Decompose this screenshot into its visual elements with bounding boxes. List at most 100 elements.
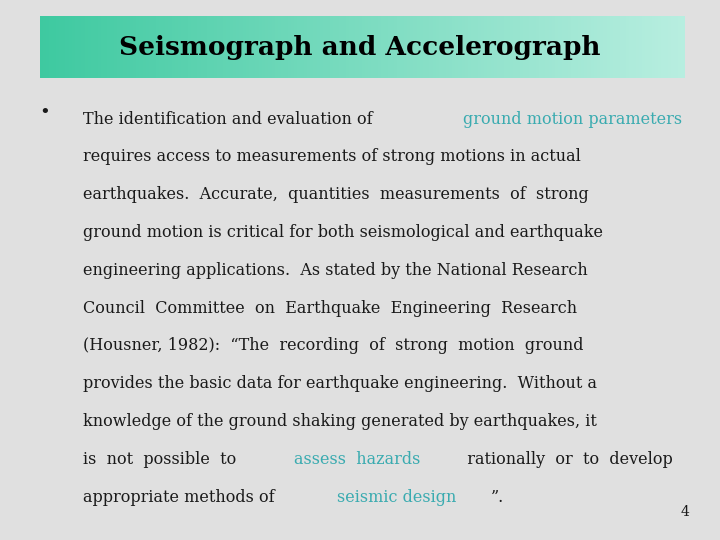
Bar xyxy=(262,16,266,78)
Bar xyxy=(665,16,669,78)
Bar xyxy=(62,16,66,78)
Bar xyxy=(368,16,372,78)
Bar xyxy=(98,16,102,78)
Bar xyxy=(449,16,453,78)
Bar xyxy=(507,16,510,78)
Bar xyxy=(623,16,626,78)
Bar xyxy=(503,16,508,78)
Bar xyxy=(564,16,569,78)
Bar xyxy=(668,16,672,78)
Bar xyxy=(497,16,501,78)
Bar xyxy=(136,16,140,78)
Text: requires access to measurements of strong motions in actual: requires access to measurements of stron… xyxy=(83,148,580,165)
Bar xyxy=(197,16,202,78)
Bar xyxy=(171,16,176,78)
Text: •: • xyxy=(40,104,50,122)
Bar xyxy=(233,16,237,78)
Bar xyxy=(236,16,240,78)
Bar xyxy=(320,16,324,78)
Bar xyxy=(127,16,130,78)
Bar xyxy=(603,16,608,78)
Bar xyxy=(500,16,504,78)
Bar xyxy=(520,16,523,78)
Bar xyxy=(310,16,314,78)
Text: earthquakes.  Accurate,  quantities  measurements  of  strong: earthquakes. Accurate, quantities measur… xyxy=(83,186,588,203)
Bar xyxy=(384,16,388,78)
Bar xyxy=(317,16,320,78)
Text: Seismograph and Accelerograph: Seismograph and Accelerograph xyxy=(120,35,600,60)
Bar xyxy=(597,16,601,78)
Bar xyxy=(662,16,665,78)
Bar xyxy=(123,16,127,78)
Text: is  not  possible  to: is not possible to xyxy=(83,451,246,468)
Bar xyxy=(81,16,86,78)
Bar xyxy=(85,16,89,78)
Bar xyxy=(352,16,356,78)
Bar xyxy=(217,16,221,78)
Bar xyxy=(117,16,121,78)
Bar xyxy=(66,16,69,78)
Bar xyxy=(55,16,60,78)
Bar xyxy=(175,16,179,78)
Bar xyxy=(652,16,656,78)
Bar xyxy=(349,16,353,78)
Bar xyxy=(600,16,604,78)
Bar xyxy=(494,16,498,78)
Bar xyxy=(433,16,436,78)
Bar xyxy=(429,16,433,78)
Text: rationally  or  to  develop: rationally or to develop xyxy=(456,451,672,468)
Bar xyxy=(649,16,652,78)
Bar xyxy=(188,16,192,78)
Bar xyxy=(426,16,430,78)
Bar xyxy=(101,16,105,78)
Bar xyxy=(284,16,289,78)
Bar xyxy=(265,16,269,78)
Bar xyxy=(410,16,414,78)
Bar xyxy=(120,16,124,78)
Bar xyxy=(181,16,185,78)
Bar xyxy=(168,16,172,78)
Bar xyxy=(356,16,359,78)
Bar xyxy=(214,16,217,78)
Bar xyxy=(365,16,369,78)
Bar xyxy=(53,16,56,78)
Bar xyxy=(204,16,208,78)
Bar xyxy=(156,16,160,78)
Bar xyxy=(397,16,401,78)
Bar xyxy=(239,16,243,78)
Bar xyxy=(374,16,379,78)
Bar xyxy=(91,16,95,78)
Bar xyxy=(146,16,150,78)
Bar xyxy=(636,16,639,78)
Bar xyxy=(546,16,549,78)
Bar xyxy=(278,16,282,78)
Bar xyxy=(140,16,143,78)
Bar xyxy=(629,16,633,78)
Text: (Housner, 1982):  “The  recording  of  strong  motion  ground: (Housner, 1982): “The recording of stron… xyxy=(83,338,583,354)
Bar xyxy=(227,16,230,78)
Bar xyxy=(632,16,636,78)
Bar xyxy=(465,16,469,78)
Bar xyxy=(372,16,375,78)
Bar xyxy=(326,16,330,78)
Text: engineering applications.  As stated by the National Research: engineering applications. As stated by t… xyxy=(83,262,588,279)
Bar xyxy=(491,16,495,78)
Bar xyxy=(639,16,643,78)
Bar xyxy=(130,16,134,78)
Bar xyxy=(645,16,649,78)
Bar xyxy=(439,16,443,78)
Bar xyxy=(275,16,279,78)
Text: Council  Committee  on  Earthquake  Engineering  Research: Council Committee on Earthquake Engineer… xyxy=(83,300,577,316)
Bar xyxy=(590,16,595,78)
Bar xyxy=(675,16,678,78)
Bar xyxy=(472,16,475,78)
Bar xyxy=(577,16,582,78)
Bar xyxy=(568,16,572,78)
Bar xyxy=(407,16,411,78)
Bar xyxy=(588,16,591,78)
Bar xyxy=(220,16,224,78)
Bar xyxy=(246,16,250,78)
Bar xyxy=(455,16,459,78)
Text: ground motion parameters: ground motion parameters xyxy=(463,111,683,127)
Bar xyxy=(459,16,462,78)
